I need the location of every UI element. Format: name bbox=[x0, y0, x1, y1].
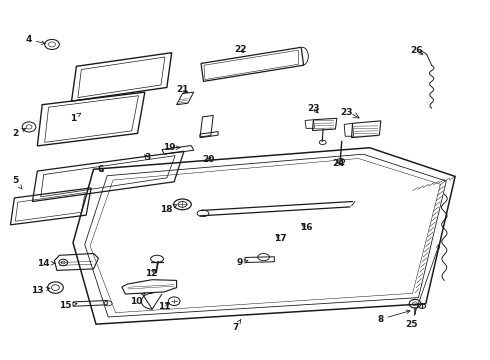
Text: 12: 12 bbox=[145, 269, 157, 278]
Text: 22: 22 bbox=[234, 45, 246, 54]
Text: 20: 20 bbox=[203, 156, 215, 165]
Text: 4: 4 bbox=[26, 35, 45, 44]
Text: 11: 11 bbox=[158, 302, 171, 311]
Text: 16: 16 bbox=[300, 223, 313, 232]
Text: 18: 18 bbox=[160, 204, 177, 214]
Text: 14: 14 bbox=[37, 259, 55, 268]
Text: 13: 13 bbox=[31, 286, 50, 295]
Text: 25: 25 bbox=[405, 244, 440, 329]
Text: 23: 23 bbox=[307, 104, 319, 113]
Text: 21: 21 bbox=[176, 85, 189, 94]
Text: 3: 3 bbox=[144, 153, 150, 162]
Text: 1: 1 bbox=[70, 113, 81, 123]
Text: 5: 5 bbox=[12, 176, 22, 189]
Text: 10: 10 bbox=[130, 293, 145, 306]
Text: 8: 8 bbox=[378, 310, 410, 324]
Text: 2: 2 bbox=[12, 129, 26, 138]
Text: 17: 17 bbox=[274, 234, 287, 243]
Text: 19: 19 bbox=[163, 143, 180, 152]
Text: 7: 7 bbox=[232, 319, 241, 332]
Text: 9: 9 bbox=[237, 258, 248, 267]
Text: 15: 15 bbox=[59, 301, 77, 310]
Text: 23: 23 bbox=[341, 108, 353, 117]
Text: 24: 24 bbox=[333, 159, 345, 168]
Text: 26: 26 bbox=[411, 46, 423, 55]
Text: 6: 6 bbox=[98, 165, 104, 174]
